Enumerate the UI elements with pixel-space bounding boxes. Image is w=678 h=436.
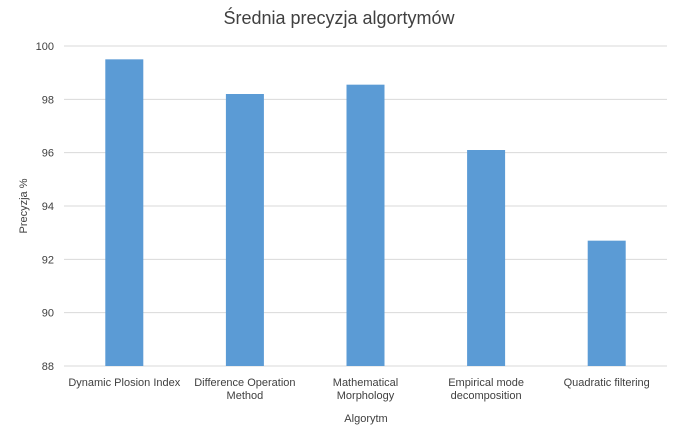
y-tick-label: 98 xyxy=(42,94,54,106)
y-tick-label: 94 xyxy=(42,201,54,213)
y-tick-label: 88 xyxy=(42,361,54,373)
bar xyxy=(225,94,264,366)
bar xyxy=(346,84,385,367)
y-axis-ticks: 88 90 92 94 96 98 100 xyxy=(36,41,54,373)
x-tick-label: Dynamic Plosion Index xyxy=(68,377,180,389)
x-axis-ticks: Dynamic Plosion Index Difference Operatio… xyxy=(68,377,649,402)
x-tick-label: Empirical mode decomposition xyxy=(448,377,524,402)
chart-title: Średnia precyzja algortymów xyxy=(223,7,455,28)
y-tick-label: 90 xyxy=(42,308,54,320)
y-tick-label: 100 xyxy=(36,41,54,53)
y-tick-label: 96 xyxy=(42,148,54,160)
bar xyxy=(467,150,506,366)
x-axis-label: Algorytm xyxy=(344,413,387,425)
y-tick-label: 92 xyxy=(42,254,54,266)
bars xyxy=(105,59,626,367)
bar xyxy=(587,240,626,366)
x-tick-label: Quadratic filtering xyxy=(564,377,650,389)
y-axis-label: Precyzja % xyxy=(18,178,30,233)
x-tick-label: Difference Operation Method xyxy=(194,377,295,402)
bar xyxy=(105,59,144,366)
x-tick-label: Mathematical Morphology xyxy=(333,377,398,402)
